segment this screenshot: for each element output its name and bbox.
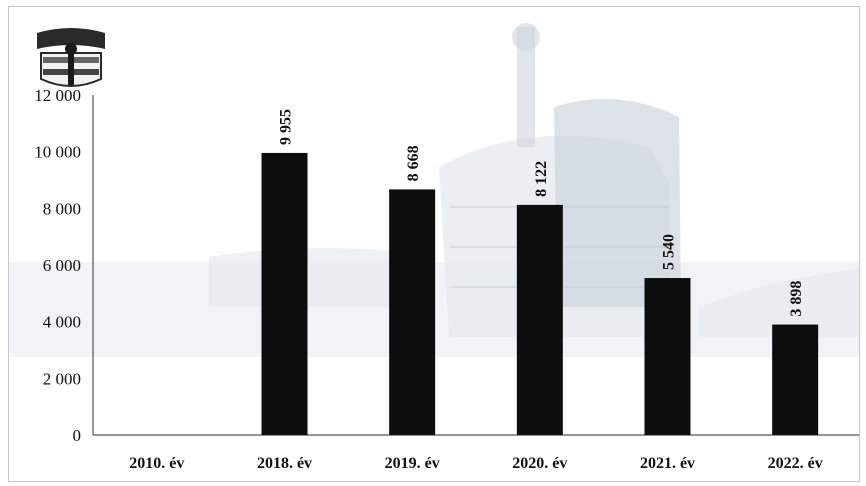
- y-tick-label: 10 000: [34, 143, 81, 162]
- data-labels: 9 955 8 668 8 122 5 540 3 898: [278, 109, 806, 317]
- data-label: 9 955: [278, 109, 295, 145]
- x-tick-label: 2018. év: [257, 455, 312, 472]
- x-tick-label: 2020. év: [512, 455, 567, 472]
- bar: [644, 278, 691, 435]
- bars: [261, 152, 819, 436]
- bar: [772, 324, 819, 435]
- x-tick-label: 2021. év: [640, 455, 695, 472]
- y-tick-label: 6 000: [43, 256, 81, 275]
- y-tick-label: 12 000: [34, 86, 81, 105]
- bar: [516, 204, 563, 435]
- data-label: 8 122: [533, 161, 550, 197]
- x-tick-label: 2022. év: [768, 455, 823, 472]
- police-badge-emblem: [37, 28, 105, 87]
- bar: [261, 152, 308, 436]
- bar: [389, 189, 436, 435]
- y-tick-label: 2 000: [43, 369, 81, 388]
- y-tick-label: 4 000: [43, 313, 81, 332]
- x-axis-ticks: 2010. év 2018. év 2019. év 2020. év 2021. év…: [129, 455, 822, 472]
- y-axis-ticks: 0 2 000 4 000 6 000 8 000 10 000 12 000: [34, 86, 81, 445]
- chart-frame: 0 2 000 4 000 6 000 8 000 10 000 12 000 2010. …: [8, 6, 860, 482]
- data-label: 8 668: [405, 145, 422, 181]
- x-tick-label: 2010. év: [129, 455, 184, 472]
- y-tick-label: 8 000: [43, 199, 81, 218]
- data-label: 5 540: [661, 234, 678, 270]
- y-tick-label: 0: [73, 426, 82, 445]
- data-label: 3 898: [788, 281, 805, 317]
- x-tick-label: 2019. év: [385, 455, 440, 472]
- bar-chart: 0 2 000 4 000 6 000 8 000 10 000 12 000 2010. …: [9, 23, 859, 472]
